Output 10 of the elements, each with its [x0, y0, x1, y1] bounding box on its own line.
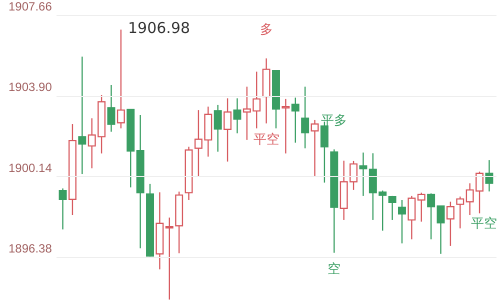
y-tick-label: 1903.90 [8, 80, 52, 94]
annotation: 平空 [471, 216, 498, 232]
annotation: 1906.98 [128, 19, 190, 37]
annotation: 平多 [321, 113, 348, 128]
y-tick-label: 1900.14 [8, 160, 52, 175]
annotation: 多 [260, 22, 273, 38]
y-tick-label: 1907.66 [8, 0, 52, 14]
y-tick-label: 1896.38 [8, 242, 52, 256]
annotation: 空 [328, 262, 341, 277]
annotation: 平空 [253, 132, 280, 148]
